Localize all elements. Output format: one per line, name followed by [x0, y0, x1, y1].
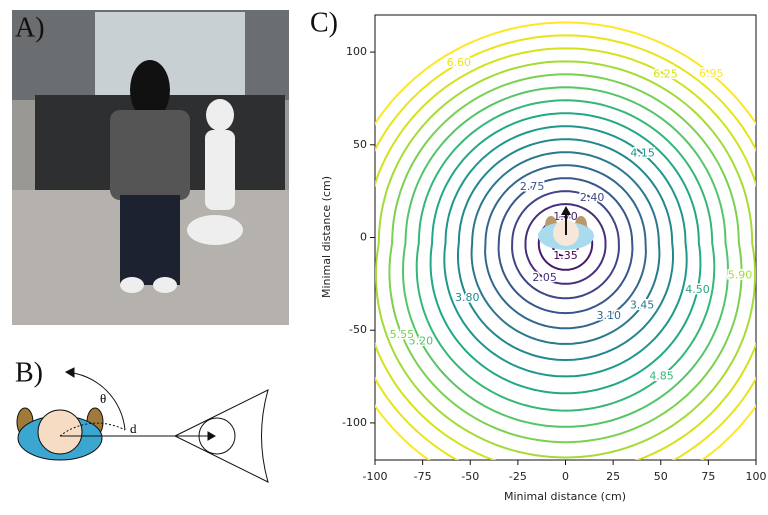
contours: [335, 22, 768, 503]
contour-label: 3.80: [455, 291, 480, 304]
angle-label: θ: [100, 391, 106, 406]
contour-label: 5.55: [390, 328, 415, 341]
contour-label: 6.60: [447, 56, 472, 69]
x-tick-label: 0: [562, 470, 569, 483]
contour-label: 2.05: [532, 271, 557, 284]
photo: [12, 10, 289, 325]
distance-label: d: [130, 421, 137, 436]
diagram: [17, 368, 268, 482]
contour-label: 4.50: [685, 283, 710, 296]
contour-label: 2.75: [520, 180, 545, 193]
contour-line: [335, 22, 768, 503]
contour-label: 1.35: [553, 249, 578, 262]
contour-label: 3.10: [597, 309, 622, 322]
y-axis-label: Minimal distance (cm): [320, 176, 333, 298]
contour-label: 4.85: [649, 370, 674, 383]
x-tick-label: 75: [701, 470, 715, 483]
panel-label: A): [15, 12, 45, 43]
x-tick-label: -100: [363, 470, 388, 483]
contour-label: 6.25: [653, 67, 678, 80]
panel-label: C): [310, 7, 338, 38]
x-tick-label: -50: [461, 470, 479, 483]
figure: A) B) C) θ d Minimal distance (cm) Minim…: [0, 0, 768, 511]
robot-icon: [538, 206, 594, 250]
y-tick-label: 100: [346, 45, 367, 58]
x-tick-label: 100: [746, 470, 767, 483]
contour-label: 5.90: [728, 269, 753, 282]
y-tick-label: -100: [342, 416, 367, 429]
contour-label: 2.40: [580, 191, 605, 204]
x-tick-label: -25: [509, 470, 527, 483]
x-tick-label: 50: [654, 470, 668, 483]
panel-label: B): [15, 357, 43, 388]
contour-label: 3.45: [630, 299, 655, 312]
x-tick-label: 25: [606, 470, 620, 483]
contour-label: 6.95: [699, 67, 724, 80]
y-tick-label: -50: [349, 323, 367, 336]
contour-label: 4.15: [630, 147, 655, 160]
x-tick-label: -75: [414, 470, 432, 483]
y-tick-label: 50: [353, 138, 367, 151]
y-tick-label: 0: [360, 231, 367, 244]
x-axis-label: Minimal distance (cm): [504, 490, 626, 503]
